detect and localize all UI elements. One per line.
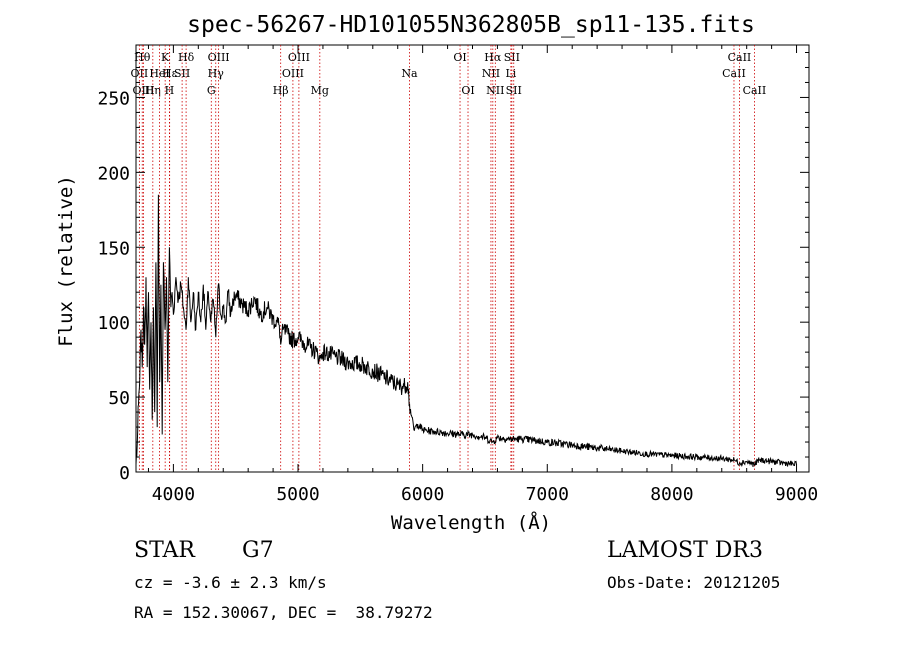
x-axis-label: Wavelength (Å) bbox=[391, 511, 551, 534]
y-tick-label: 0 bbox=[119, 463, 130, 484]
y-axis-label: Flux (relative) bbox=[55, 175, 77, 347]
line-label: HeI bbox=[149, 67, 169, 80]
line-label: Mg bbox=[311, 84, 329, 97]
y-tick-label: 200 bbox=[97, 163, 130, 184]
line-label: Li bbox=[505, 67, 516, 80]
line-label: Hγ bbox=[208, 67, 225, 80]
obs-date: Obs-Date: 20121205 bbox=[607, 573, 781, 592]
x-tick-label: 6000 bbox=[401, 484, 444, 505]
object-class: STAR bbox=[134, 538, 195, 563]
line-label: Hδ bbox=[178, 51, 195, 64]
line-label: SII bbox=[504, 51, 520, 64]
line-label: OI bbox=[453, 51, 466, 64]
line-label: OI bbox=[461, 84, 474, 97]
line-label: CaII bbox=[743, 84, 767, 97]
spectrum-line bbox=[135, 194, 797, 468]
x-tick-label: 7000 bbox=[526, 484, 569, 505]
line-label: K bbox=[161, 51, 170, 64]
line-label: SII bbox=[174, 67, 190, 80]
line-label: SII bbox=[506, 84, 522, 97]
axes: 4000 5000 6000 7000 8000 9000 0 50 100 150 200 250 bbox=[97, 45, 818, 505]
line-label: Na bbox=[401, 67, 418, 80]
line-label: Hε bbox=[162, 67, 178, 80]
line-label: OIII bbox=[132, 84, 154, 97]
x-tick-label: 8000 bbox=[650, 484, 693, 505]
y-tick-label: 50 bbox=[108, 388, 130, 409]
spectral-line-markers: OIIHθOIIIHηHeIKHHεSIIHδGHγOIIIHβOIIIOIII… bbox=[131, 45, 767, 472]
line-label: OIII bbox=[208, 51, 230, 64]
y-tick-label: 150 bbox=[97, 238, 130, 259]
coordinates: RA = 152.30067, DEC = 38.79272 bbox=[134, 603, 433, 622]
x-tick-label: 9000 bbox=[775, 484, 818, 505]
object-subclass: G7 bbox=[242, 538, 274, 563]
line-label: OII bbox=[131, 67, 149, 80]
line-label: Hη bbox=[145, 84, 161, 97]
line-label: Hα bbox=[484, 51, 502, 64]
x-tick-label: 5000 bbox=[276, 484, 319, 505]
line-label: CaII bbox=[722, 67, 746, 80]
line-label: CaII bbox=[728, 51, 752, 64]
y-tick-label: 100 bbox=[97, 313, 130, 334]
line-label: OIII bbox=[288, 51, 310, 64]
survey-label: LAMOST DR3 bbox=[607, 538, 763, 563]
plot-frame bbox=[135, 44, 810, 473]
line-label: Hβ bbox=[273, 84, 289, 97]
redshift-value: cz = -3.6 ± 2.3 km/s bbox=[134, 573, 327, 592]
y-tick-label: 250 bbox=[97, 88, 130, 109]
line-label: NII bbox=[482, 67, 500, 80]
line-label: NII bbox=[486, 84, 504, 97]
line-label: G bbox=[207, 84, 216, 97]
x-tick-label: 4000 bbox=[152, 484, 195, 505]
line-label: OIII bbox=[282, 67, 304, 80]
chart-title: spec-56267-HD101055N362805B_sp11-135.fit… bbox=[187, 12, 755, 38]
line-label: Hθ bbox=[134, 51, 151, 64]
